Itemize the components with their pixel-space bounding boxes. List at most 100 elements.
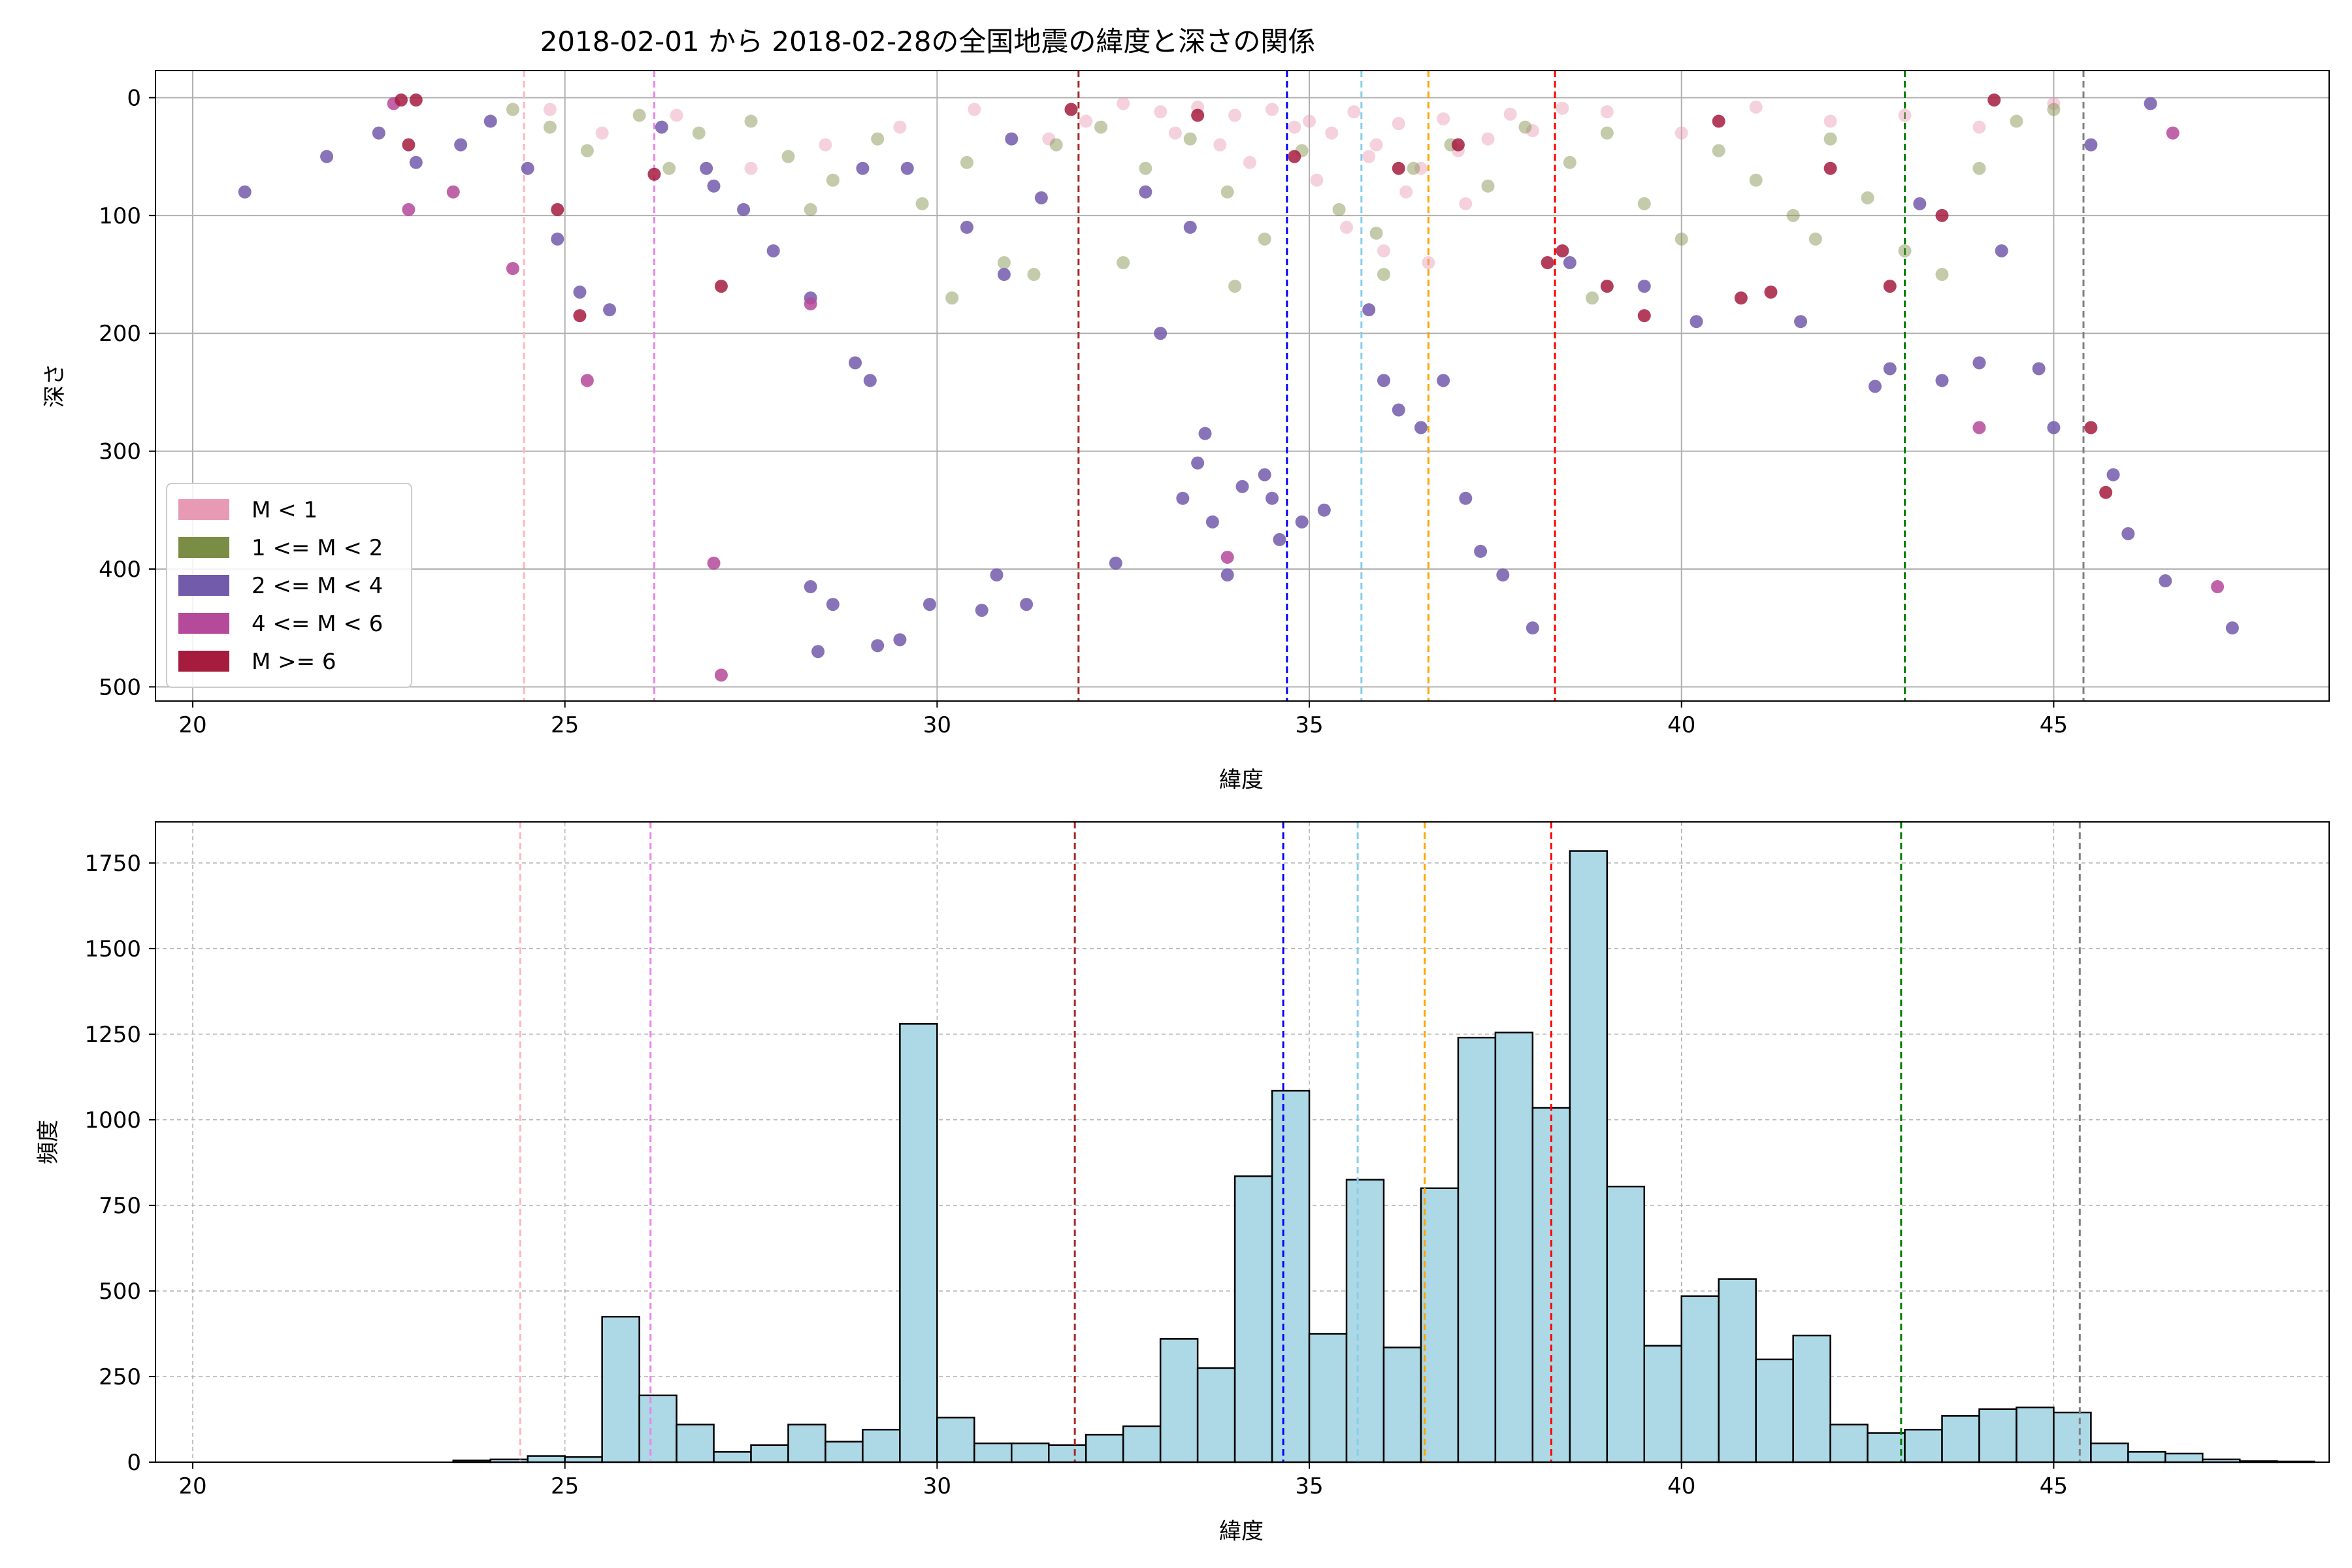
scatter-point: [1437, 112, 1450, 125]
scatter-point: [766, 244, 780, 257]
histogram-x-tick-label: 35: [1295, 1473, 1323, 1499]
scatter-point: [900, 161, 914, 175]
histogram-bar: [1159, 1338, 1199, 1463]
scatter-point: [1377, 244, 1390, 257]
scatter-point: [1198, 427, 1212, 440]
scatter-series-4: [394, 93, 2113, 499]
scatter-point: [521, 161, 534, 175]
legend-label: M < 1: [252, 497, 318, 523]
scatter-point: [1154, 105, 1168, 119]
scatter-point: [1690, 315, 1703, 329]
scatter-point: [1437, 374, 1450, 387]
scatter-point: [871, 132, 885, 146]
scatter-point: [1220, 568, 1234, 581]
scatter-point: [1117, 256, 1130, 270]
histogram-bar: [1755, 1358, 1794, 1463]
scatter-point: [997, 256, 1011, 270]
scatter-point: [1526, 621, 1539, 635]
scatter-point: [595, 126, 609, 140]
scatter-x-tick-label: 35: [1295, 712, 1323, 738]
histogram-bar: [1271, 1090, 1311, 1463]
scatter-point: [2084, 421, 2098, 434]
scatter-point: [1220, 550, 1234, 564]
scatter-point: [1481, 132, 1495, 146]
scatter-point: [811, 645, 825, 659]
histogram-x-tick-label: 45: [2040, 1473, 2068, 1499]
scatter-point: [819, 138, 832, 152]
scatter-chart: 2018-02-01 から 2018-02-28の全国地震の緯度と深さの関係 2…: [42, 25, 2330, 793]
scatter-point: [1935, 208, 1949, 222]
histogram-bar: [1196, 1367, 1236, 1463]
scatter-point: [1503, 107, 1517, 121]
histogram-bar: [787, 1424, 826, 1463]
scatter-point: [573, 309, 587, 323]
scatter-point: [2084, 138, 2098, 152]
scatter-plot-frame: [155, 70, 2330, 702]
histogram-bar: [973, 1442, 1013, 1463]
scatter-point: [1176, 491, 1190, 505]
scatter-point: [2166, 126, 2180, 140]
legend-swatch: [178, 613, 229, 634]
histogram-bar: [862, 1428, 901, 1463]
histogram-bar: [564, 1456, 603, 1463]
legend-swatch: [178, 651, 229, 672]
histogram-bar: [1085, 1433, 1124, 1463]
scatter-point: [1474, 544, 1488, 558]
histogram-y-axis-label: 頻度: [35, 1120, 61, 1164]
scatter-point: [1637, 197, 1651, 210]
scatter-point: [960, 220, 973, 234]
scatter-point: [1288, 150, 1301, 163]
legend-label: 4 <= M < 6: [252, 611, 383, 637]
histogram-y-tick-label: 750: [99, 1193, 141, 1219]
histogram-bar: [1867, 1432, 1906, 1463]
histogram-bar: [1048, 1444, 1087, 1463]
histogram-bar: [1122, 1425, 1162, 1463]
scatter-point: [1414, 161, 1428, 175]
scatter-point: [2159, 574, 2172, 588]
scatter-point: [1422, 256, 1435, 270]
scatter-y-tick-label: 300: [99, 439, 141, 465]
scatter-y-tick-label: 0: [127, 85, 141, 111]
scatter-point: [923, 598, 936, 612]
scatter-y-tick-label: 200: [99, 321, 141, 347]
scatter-point: [2144, 97, 2157, 110]
scatter-x-tick-label: 20: [178, 712, 206, 738]
scatter-point: [915, 197, 929, 210]
scatter-point: [1377, 374, 1390, 387]
scatter-point: [1898, 244, 1912, 257]
histogram-bar: [1233, 1175, 1273, 1463]
histogram-bar: [936, 1416, 975, 1463]
scatter-point: [1898, 108, 1912, 122]
scatter-point: [1674, 126, 1688, 140]
scatter-point: [1183, 220, 1197, 234]
histogram-bar: [1494, 1032, 1534, 1463]
scatter-point: [1399, 185, 1413, 199]
scatter-point: [1883, 280, 1897, 293]
scatter-point: [2010, 114, 2023, 128]
scatter-point: [1749, 173, 1763, 187]
scatter-point: [1258, 232, 1271, 246]
scatter-point: [320, 150, 334, 163]
scatter-point: [551, 232, 564, 246]
scatter-point: [446, 185, 460, 199]
scatter-point: [1079, 114, 1093, 128]
histogram-y-tick-label: 1750: [84, 851, 141, 877]
scatter-point: [409, 93, 423, 107]
scatter-point: [804, 580, 817, 594]
histogram-bar: [1606, 1185, 1646, 1463]
scatter-point: [1556, 101, 1569, 115]
scatter-point: [1823, 132, 1837, 146]
histogram-bar: [713, 1451, 752, 1463]
scatter-point: [1392, 161, 1405, 175]
scatter-point: [744, 114, 758, 128]
scatter-point: [372, 126, 385, 140]
scatter-point: [1749, 100, 1763, 114]
scatter-point: [1995, 244, 2008, 257]
histogram-bar: [601, 1316, 640, 1463]
scatter-point: [1972, 120, 1986, 134]
histogram-bar: [1978, 1408, 2017, 1463]
scatter-point: [1972, 421, 1986, 434]
scatter-point: [1117, 97, 1130, 110]
scatter-point: [1168, 126, 1182, 140]
